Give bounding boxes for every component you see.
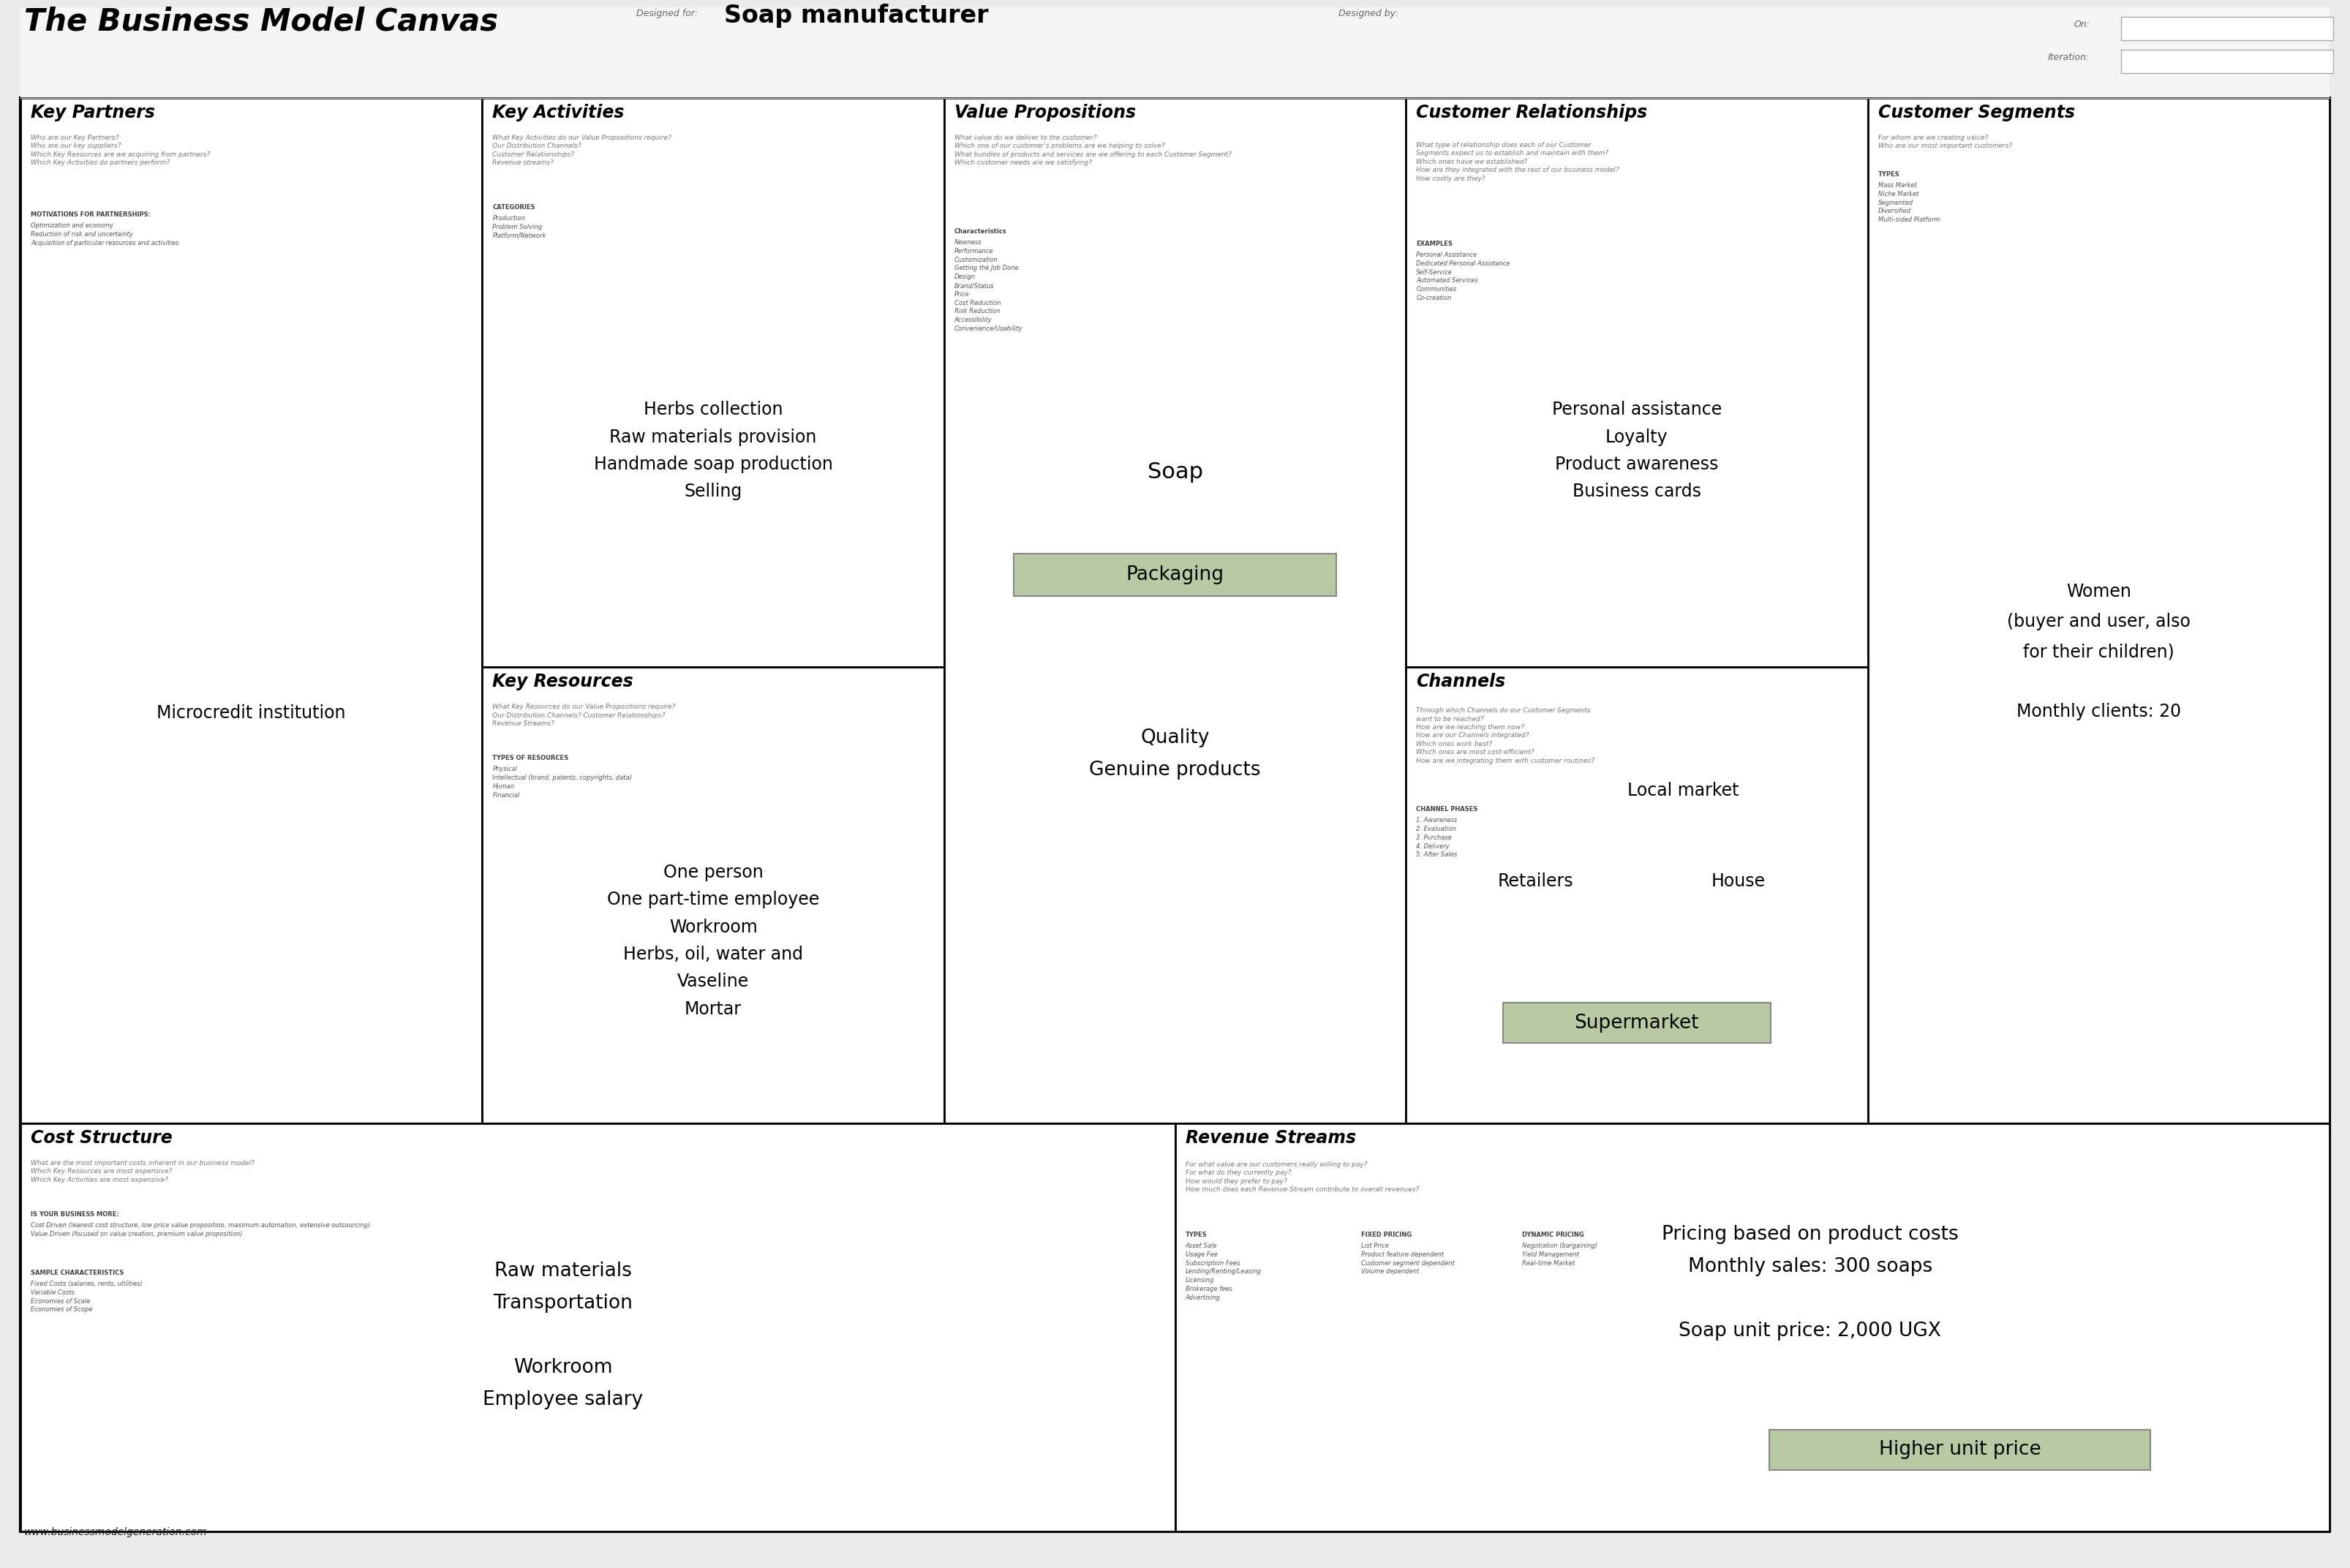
- Text: Key Resources: Key Resources: [494, 673, 635, 690]
- FancyBboxPatch shape: [1504, 1004, 1772, 1043]
- Text: Physical
Intellectual (brand, patents, copyrights, data)
Human
Financial: Physical Intellectual (brand, patents, c…: [494, 765, 632, 798]
- FancyBboxPatch shape: [21, 97, 482, 1123]
- Text: CATEGORIES: CATEGORIES: [494, 204, 536, 210]
- FancyBboxPatch shape: [2122, 50, 2334, 74]
- FancyBboxPatch shape: [482, 666, 945, 1123]
- Text: Local market: Local market: [1626, 781, 1739, 800]
- Text: Asset Sale
Usage Fee
Subscription Fees
Lending/Renting/Leasing
Licensing
Brokera: Asset Sale Usage Fee Subscription Fees L…: [1184, 1242, 1262, 1301]
- Text: TYPES: TYPES: [1184, 1231, 1208, 1239]
- Text: House: House: [1711, 873, 1765, 891]
- Text: Newness
Performance
Customization
Getting the Job Done
Design
Brand/Status
Price: Newness Performance Customization Gettin…: [954, 240, 1022, 332]
- Text: 1. Awareness
2. Evaluation
3. Purchase
4. Delivery
5. After Sales: 1. Awareness 2. Evaluation 3. Purchase 4…: [1417, 817, 1457, 858]
- Text: CHANNEL PHASES: CHANNEL PHASES: [1417, 806, 1478, 812]
- Text: Mass Market
Niche Market
Segmented
Diversified
Multi-sided Platform: Mass Market Niche Market Segmented Diver…: [1878, 182, 1939, 223]
- Text: Personal assistance
Loyalty
Product awareness
Business cards: Personal assistance Loyalty Product awar…: [1551, 401, 1723, 500]
- Text: EXAMPLES: EXAMPLES: [1417, 240, 1452, 248]
- Text: www.businessmodelgeneration.com: www.businessmodelgeneration.com: [24, 1527, 207, 1537]
- Text: Cost Structure: Cost Structure: [31, 1129, 172, 1146]
- Text: On:: On:: [2073, 20, 2089, 30]
- Text: Designed by:: Designed by:: [1339, 9, 1398, 19]
- Text: Channels: Channels: [1417, 673, 1506, 690]
- Text: What Key Resources do our Value Propositions require?
Our Distribution Channels?: What Key Resources do our Value Proposit…: [494, 704, 674, 728]
- FancyBboxPatch shape: [21, 1123, 1175, 1532]
- FancyBboxPatch shape: [21, 8, 2329, 97]
- Text: Designed for:: Designed for:: [637, 9, 698, 19]
- Text: Personal Assistance
Dedicated Personal Assistance
Self-Service
Automated Service: Personal Assistance Dedicated Personal A…: [1417, 251, 1511, 301]
- Text: Customer Relationships: Customer Relationships: [1417, 103, 1647, 121]
- Text: Raw materials
Transportation

Workroom
Employee salary: Raw materials Transportation Workroom Em…: [484, 1262, 644, 1410]
- Text: What value do we deliver to the customer?
Which one of our customer's problems a: What value do we deliver to the customer…: [954, 135, 1231, 166]
- Text: Microcredit institution: Microcredit institution: [157, 704, 345, 721]
- Text: Higher unit price: Higher unit price: [1880, 1441, 2042, 1460]
- FancyBboxPatch shape: [945, 97, 1405, 1123]
- Text: Who are our Key Partners?
Who are our key suppliers?
Which Key Resources are we : Who are our Key Partners? Who are our ke…: [31, 135, 209, 166]
- Text: TYPES: TYPES: [1878, 171, 1899, 177]
- Text: IS YOUR BUSINESS MORE:: IS YOUR BUSINESS MORE:: [31, 1210, 120, 1218]
- Text: What are the most important costs inherent in our business model?
Which Key Reso: What are the most important costs inhere…: [31, 1160, 254, 1184]
- Text: SAMPLE CHARACTERISTICS: SAMPLE CHARACTERISTICS: [31, 1270, 125, 1276]
- Text: What type of relationship does each of our Customer
Segments expect us to establ: What type of relationship does each of o…: [1417, 141, 1619, 182]
- Text: Supermarket: Supermarket: [1574, 1013, 1699, 1032]
- Text: Customer Segments: Customer Segments: [1878, 103, 2075, 121]
- Text: Packaging: Packaging: [1126, 566, 1224, 585]
- Text: The Business Model Canvas: The Business Model Canvas: [24, 6, 498, 36]
- Text: Characteristics: Characteristics: [954, 229, 1006, 235]
- FancyBboxPatch shape: [1175, 1123, 2329, 1532]
- Text: Value Propositions: Value Propositions: [954, 103, 1135, 121]
- Text: Iteration:: Iteration:: [2047, 53, 2089, 63]
- FancyBboxPatch shape: [1770, 1430, 2150, 1469]
- Text: Women
(buyer and user, also
for their children)

Monthly clients: 20: Women (buyer and user, also for their ch…: [2007, 583, 2190, 721]
- Text: DYNAMIC PRICING: DYNAMIC PRICING: [1523, 1231, 1584, 1239]
- Text: For what value are our customers really willing to pay?
For what do they current: For what value are our customers really …: [1184, 1162, 1419, 1193]
- Text: Revenue Streams: Revenue Streams: [1184, 1129, 1356, 1146]
- Text: Key Activities: Key Activities: [494, 103, 625, 121]
- FancyBboxPatch shape: [1013, 554, 1337, 596]
- Text: One person
One part-time employee
Workroom
Herbs, oil, water and
Vaseline
Mortar: One person One part-time employee Workro…: [606, 864, 820, 1018]
- Text: List Price
Product feature dependent
Customer segment dependent
Volume dependent: List Price Product feature dependent Cus…: [1361, 1242, 1455, 1275]
- Text: Pricing based on product costs
Monthly sales: 300 soaps

Soap unit price: 2,000 : Pricing based on product costs Monthly s…: [1661, 1225, 1958, 1341]
- Text: Production
Problem Solving
Platform/Network: Production Problem Solving Platform/Netw…: [494, 215, 545, 238]
- Text: MOTIVATIONS FOR PARTNERSHIPS:: MOTIVATIONS FOR PARTNERSHIPS:: [31, 212, 150, 218]
- FancyBboxPatch shape: [1405, 97, 1868, 666]
- FancyBboxPatch shape: [1868, 97, 2329, 1123]
- Text: For whom are we creating value?
Who are our most important customers?: For whom are we creating value? Who are …: [1878, 135, 2012, 149]
- Text: Key Partners: Key Partners: [31, 103, 155, 121]
- Text: Herbs collection
Raw materials provision
Handmade soap production
Selling: Herbs collection Raw materials provision…: [595, 401, 832, 500]
- FancyBboxPatch shape: [21, 97, 2329, 1532]
- Text: Soap manufacturer: Soap manufacturer: [724, 3, 989, 28]
- FancyBboxPatch shape: [2122, 17, 2334, 41]
- Text: FIXED PRICING: FIXED PRICING: [1361, 1231, 1412, 1239]
- Text: Retailers: Retailers: [1497, 873, 1572, 891]
- Text: Negotiation (bargaining)
Yield Management
Real-time Market: Negotiation (bargaining) Yield Managemen…: [1523, 1242, 1598, 1267]
- Text: Cost Driven (leanest cost structure, low price value proposition, maximum automa: Cost Driven (leanest cost structure, low…: [31, 1221, 371, 1237]
- Text: Fixed Costs (salaries, rents, utilities)
Variable Costs
Economies of Scale
Econo: Fixed Costs (salaries, rents, utilities)…: [31, 1281, 143, 1312]
- Text: Through which Channels do our Customer Segments
want to be reached?
How are we r: Through which Channels do our Customer S…: [1417, 707, 1596, 764]
- FancyBboxPatch shape: [482, 97, 945, 666]
- Text: Optimization and economy
Reduction of risk and uncertainty
Acquisition of partic: Optimization and economy Reduction of ri…: [31, 223, 179, 246]
- Text: Quality
Genuine products: Quality Genuine products: [1090, 729, 1260, 779]
- Text: Soap: Soap: [1147, 461, 1203, 483]
- Text: TYPES OF RESOURCES: TYPES OF RESOURCES: [494, 754, 569, 762]
- FancyBboxPatch shape: [1405, 666, 1868, 1123]
- Text: What Key Activities do our Value Propositions require?
Our Distribution Channels: What Key Activities do our Value Proposi…: [494, 135, 672, 166]
